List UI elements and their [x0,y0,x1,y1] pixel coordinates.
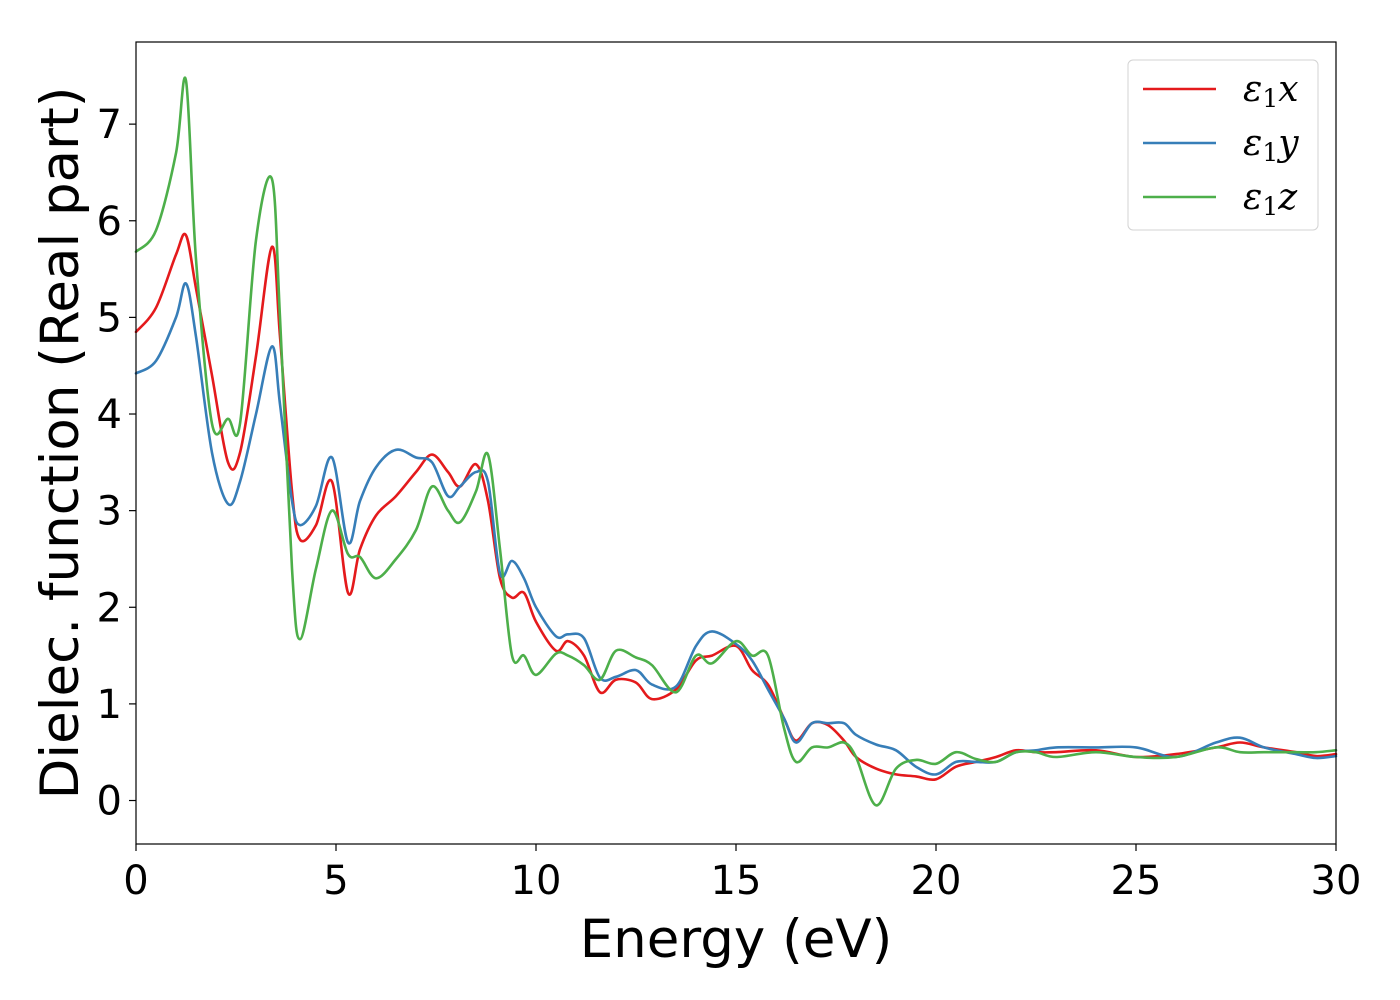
y-tick-label: 3 [97,489,122,535]
y-tick-label: 0 [97,779,122,825]
plot-area-frame [135,41,1337,845]
legend-item-y: ε1y [1143,123,1299,167]
y-tick-label: 2 [97,585,122,631]
legend-label: ε1y [1243,123,1299,167]
axis-ticks: 0 5 10 15 20 25 30 0 1 2 3 4 5 6 7 [97,102,1362,904]
x-tick-label: 0 [123,858,148,904]
y-tick-label: 6 [97,199,122,245]
y-tick-label: 5 [97,295,122,341]
legend-frame [1127,59,1319,231]
x-tick-label: 25 [1111,858,1162,904]
y-tick-label: 4 [97,392,122,438]
y-tick-label: 1 [97,682,122,728]
x-axis-title: Energy (eV) [580,909,893,970]
series-lines [134,76,1338,807]
y-axis-title: Dielec. function (Real part) [30,87,91,800]
series-line-z [134,76,1338,807]
x-tick-label: 15 [711,858,762,904]
x-tick-label: 10 [511,858,562,904]
legend-item-x: ε1x [1143,69,1299,113]
x-tick-label: 5 [323,858,348,904]
legend-label: ε1x [1243,69,1299,113]
x-tick-label: 30 [1311,858,1362,904]
y-tick-label: 7 [97,102,122,148]
legend: ε1x ε1y ε1z [1127,59,1319,231]
x-tick-label: 20 [911,858,962,904]
legend-item-z: ε1z [1143,177,1298,221]
legend-label: ε1z [1243,177,1298,221]
series-line-y [134,282,1338,776]
